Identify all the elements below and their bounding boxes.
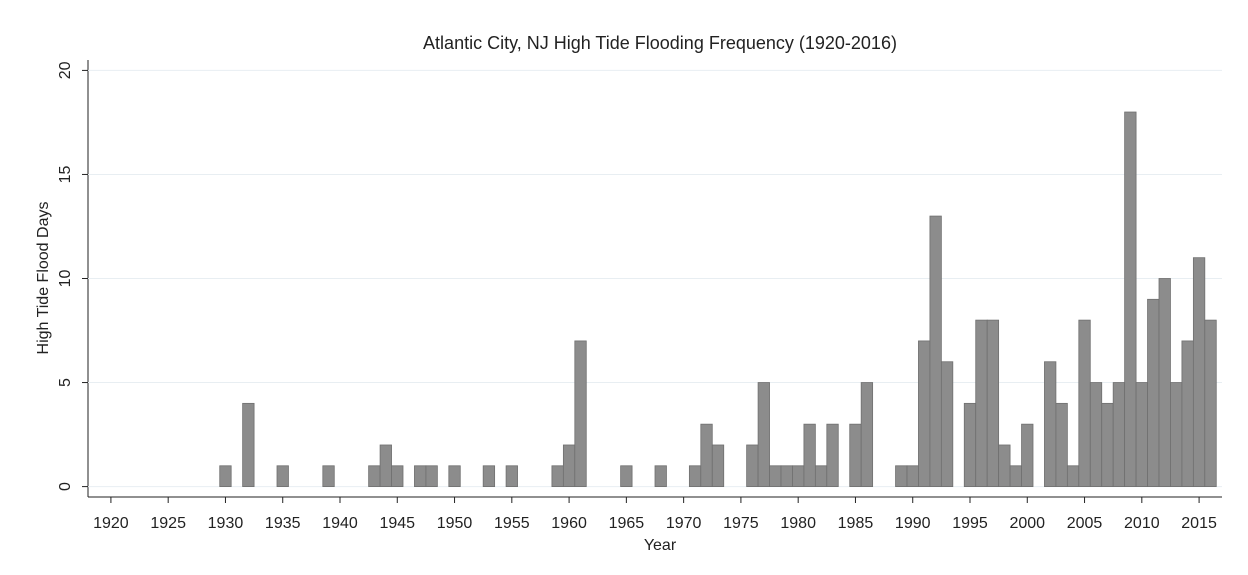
bar xyxy=(975,319,988,487)
bar xyxy=(918,340,931,487)
bar xyxy=(1101,402,1114,487)
bar xyxy=(368,465,381,487)
x-tick-label: 1985 xyxy=(838,515,874,532)
y-axis-label: High Tide Flood Days xyxy=(35,202,52,355)
bar xyxy=(1044,361,1057,487)
bar xyxy=(1089,382,1103,487)
bar xyxy=(379,444,392,487)
x-tick-label: 1930 xyxy=(208,515,244,532)
bar xyxy=(219,465,232,487)
bar xyxy=(1066,465,1080,487)
bar xyxy=(906,465,919,487)
bar xyxy=(562,444,576,487)
chart-title: Atlantic City, NJ High Tide Flooding Fre… xyxy=(423,33,897,53)
bar xyxy=(391,465,404,487)
x-tick-label: 1940 xyxy=(322,515,358,532)
bar xyxy=(940,361,954,487)
y-tick-label: 20 xyxy=(57,61,74,79)
x-tick-label: 1960 xyxy=(551,515,587,532)
bar xyxy=(700,423,713,487)
y-tick-label: 5 xyxy=(57,378,74,387)
x-tick-label: 1990 xyxy=(895,515,931,532)
x-tick-label: 1950 xyxy=(437,515,473,532)
bar xyxy=(895,465,908,487)
bar xyxy=(1204,319,1217,487)
bar xyxy=(551,465,564,487)
bar xyxy=(803,423,816,487)
bar xyxy=(654,465,667,487)
bar xyxy=(688,465,702,487)
x-tick-label: 2005 xyxy=(1067,515,1103,532)
bar xyxy=(620,465,633,487)
bar xyxy=(769,465,782,487)
bar xyxy=(1021,423,1034,487)
bar xyxy=(792,465,805,487)
x-tick-label: 1925 xyxy=(150,515,186,532)
bar xyxy=(711,444,725,487)
bar xyxy=(574,340,587,487)
bar xyxy=(757,382,770,487)
bar xyxy=(780,465,793,487)
bar xyxy=(1170,382,1183,487)
x-tick-label: 1965 xyxy=(609,515,645,532)
x-tick-label: 1935 xyxy=(265,515,301,532)
y-tick-label: 10 xyxy=(57,270,74,288)
bar xyxy=(425,465,438,487)
bar xyxy=(1192,257,1206,487)
y-tick-label: 15 xyxy=(57,165,74,183)
x-tick-label: 2010 xyxy=(1124,515,1160,532)
x-tick-label: 1970 xyxy=(666,515,702,532)
bar xyxy=(1135,382,1148,487)
bar xyxy=(505,465,518,487)
x-tick-label: 1980 xyxy=(780,515,816,532)
x-tick-label: 2000 xyxy=(1009,515,1045,532)
bar xyxy=(849,423,862,487)
bar xyxy=(448,465,461,487)
bar xyxy=(963,402,977,487)
x-axis-label: Year xyxy=(644,537,677,554)
x-tick-label: 1975 xyxy=(723,515,759,532)
bar xyxy=(826,423,839,487)
bar xyxy=(998,444,1011,487)
x-tick-label: 1945 xyxy=(379,515,415,532)
bar xyxy=(1158,278,1171,487)
bar xyxy=(1124,111,1137,487)
x-tick-label: 1920 xyxy=(93,515,129,532)
bar xyxy=(1009,465,1022,487)
bar xyxy=(986,319,1000,487)
bar xyxy=(746,444,759,487)
bar xyxy=(414,465,427,487)
bar xyxy=(322,465,335,487)
bar xyxy=(276,465,289,487)
x-tick-label: 2015 xyxy=(1181,515,1217,532)
x-tick-label: 1955 xyxy=(494,515,530,532)
bar xyxy=(814,465,828,487)
bar xyxy=(860,382,874,487)
x-tick-label: 1995 xyxy=(952,515,988,532)
bar xyxy=(1112,382,1126,487)
bar xyxy=(1055,402,1068,487)
bar xyxy=(1078,319,1091,487)
bar xyxy=(1147,298,1160,487)
bar xyxy=(929,215,942,487)
y-tick-label: 0 xyxy=(57,482,74,491)
bar xyxy=(1181,340,1194,487)
bar xyxy=(482,465,496,487)
bar xyxy=(242,402,255,487)
